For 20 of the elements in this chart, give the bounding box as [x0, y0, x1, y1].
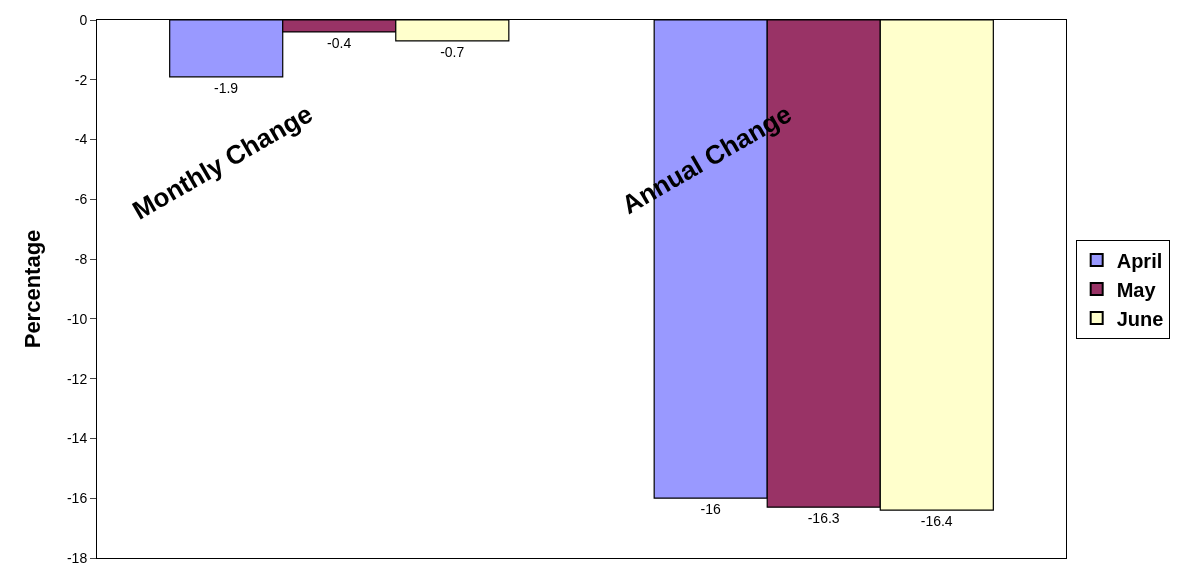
y-tick-label: -14 [66, 430, 88, 447]
y-tick-label: -2 [74, 71, 88, 88]
y-tick-label: -10 [66, 310, 88, 327]
y-tick-label: 0 [79, 11, 88, 28]
y-tick-label: -18 [66, 549, 88, 566]
data-label: -0.4 [327, 34, 352, 51]
y-tick-label: -8 [74, 251, 88, 268]
data-label: -16 [700, 501, 721, 518]
y-tick-label: -16 [66, 490, 88, 507]
data-label: -16.3 [807, 510, 840, 527]
y-tick-label: -12 [66, 370, 88, 387]
data-label: -0.7 [440, 43, 465, 60]
y-tick-label: -6 [74, 191, 88, 208]
y-tick-label: -4 [74, 131, 88, 148]
legend-label: April [1116, 249, 1163, 272]
legend-label: June [1116, 307, 1164, 330]
data-label: -16.4 [920, 513, 953, 530]
data-label: -1.9 [214, 79, 239, 96]
y-axis-title: Percentage [19, 229, 45, 349]
legend-label: May [1116, 278, 1157, 301]
